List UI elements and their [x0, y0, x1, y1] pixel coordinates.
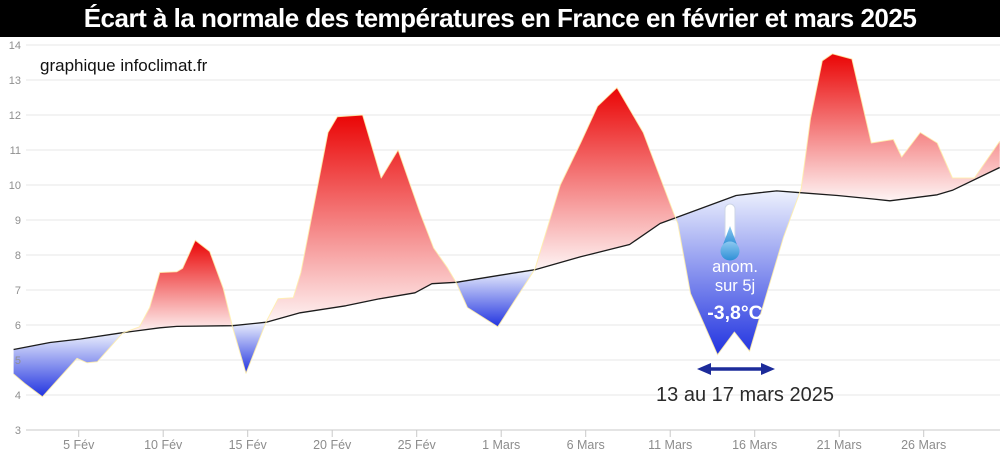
- x-axis-label: 10 Fév: [144, 438, 183, 452]
- axes: 3 4 5 6 7 8 9 10 11 12 13 14 5 Fév 10 Fév 15 Fév 20 Fév…: [9, 40, 947, 452]
- actual-temperature-line: [13, 53, 1000, 398]
- x-axis-label: 16 Mars: [732, 438, 777, 452]
- warm-anomaly-area: [124, 240, 233, 333]
- y-axis-label: 9: [15, 215, 21, 227]
- cold-anomaly-area: [456, 269, 535, 327]
- y-axis-label: 11: [10, 145, 21, 157]
- x-axis-label: 5 Fév: [63, 438, 95, 452]
- anomaly-value: -3,8°C: [707, 302, 762, 324]
- cold-anomaly-area: [232, 322, 266, 374]
- y-axis-label: 3: [15, 425, 21, 437]
- cold-anomaly-area: [675, 190, 800, 355]
- anomaly-label-line2: sur 5j: [715, 277, 755, 295]
- x-axis-label: 25 Fév: [398, 438, 437, 452]
- warm-anomaly-area: [534, 87, 676, 270]
- y-axis-label: 12: [9, 110, 21, 122]
- y-axis-label: 6: [15, 320, 21, 332]
- x-axis-label: 21 Mars: [817, 438, 862, 452]
- x-axis-label: 15 Fév: [229, 438, 268, 452]
- y-axis-label: 8: [15, 250, 21, 262]
- x-axis-label: 20 Fév: [313, 438, 352, 452]
- cold-anomaly-annotation: anom. sur 5j -3,8°C 13 au 17 mars 2025: [656, 203, 834, 406]
- page-title: Écart à la normale des températures en F…: [83, 3, 917, 33]
- x-axis-label: 26 Mars: [901, 438, 946, 452]
- anomaly-fills: [13, 53, 1000, 397]
- watermark: graphique infoclimat.fr: [40, 56, 208, 75]
- x-axis-label: 11 Mars: [648, 438, 692, 452]
- thermometer-icon: [720, 203, 740, 261]
- y-axis-label: 7: [15, 285, 21, 297]
- y-axis-label: 13: [9, 75, 21, 87]
- x-axis-label: 6 Mars: [567, 438, 605, 452]
- y-axis-label: 4: [15, 390, 21, 402]
- y-axis-label: 10: [9, 180, 21, 192]
- normal-temperature-line: [13, 166, 1000, 351]
- anomaly-label-line1: anom.: [712, 258, 758, 276]
- x-axis-label: 1 Mars: [482, 438, 520, 452]
- period-arrow: [697, 363, 775, 375]
- title-bar: Écart à la normale des températures en F…: [0, 0, 1000, 37]
- warm-anomaly-area: [266, 115, 456, 323]
- warm-anomaly-area: [799, 53, 1000, 201]
- y-axis-label: 14: [9, 40, 21, 52]
- period-label: 13 au 17 mars 2025: [656, 384, 834, 406]
- cold-anomaly-area: [13, 332, 125, 397]
- y-axis-label: 5: [15, 355, 21, 367]
